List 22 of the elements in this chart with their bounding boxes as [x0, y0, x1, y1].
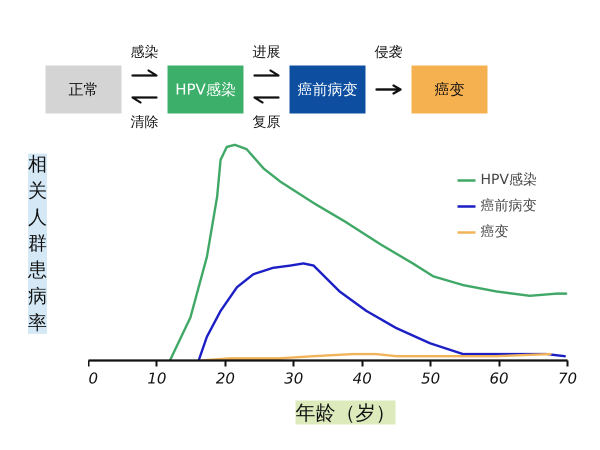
legend-label: 癌变: [480, 223, 508, 241]
legend-label: 癌前病变: [480, 197, 536, 215]
x-tick-label: 40: [352, 370, 372, 388]
category-label: 癌变: [434, 80, 464, 98]
text: 复原: [252, 114, 280, 130]
legend-label: HPV感染: [480, 171, 537, 189]
category-label: 正常: [68, 80, 98, 98]
text: 侵袭: [374, 44, 402, 60]
x-axis-title: 年龄（岁）: [296, 400, 396, 424]
x-tick-label: 60: [490, 370, 509, 388]
text: 进展: [252, 44, 280, 60]
x-tick-label: 0: [88, 370, 98, 388]
category-label: HPV感染: [175, 80, 236, 98]
text: 清除: [130, 114, 158, 130]
x-tick-label: 10: [147, 370, 166, 388]
x-tick-label: 70: [558, 370, 578, 388]
x-tick-label: 30: [284, 370, 304, 388]
category-label: 癌前病变: [298, 80, 358, 98]
x-tick-label: 50: [421, 370, 440, 388]
text: 感染: [130, 44, 158, 60]
x-tick-label: 20: [216, 370, 235, 388]
y-axis-title: 相关人群患病率: [27, 154, 47, 334]
